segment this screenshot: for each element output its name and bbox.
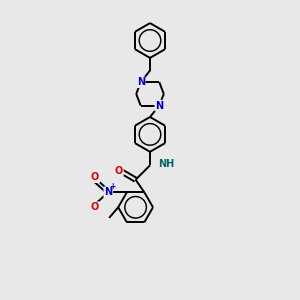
Text: N: N: [155, 100, 164, 111]
Text: O: O: [91, 202, 99, 212]
Text: N: N: [136, 77, 145, 87]
Text: NH: NH: [158, 159, 175, 170]
Text: +: +: [110, 182, 116, 191]
Text: N: N: [104, 187, 112, 197]
Text: O: O: [91, 172, 99, 182]
Text: O: O: [115, 166, 123, 176]
